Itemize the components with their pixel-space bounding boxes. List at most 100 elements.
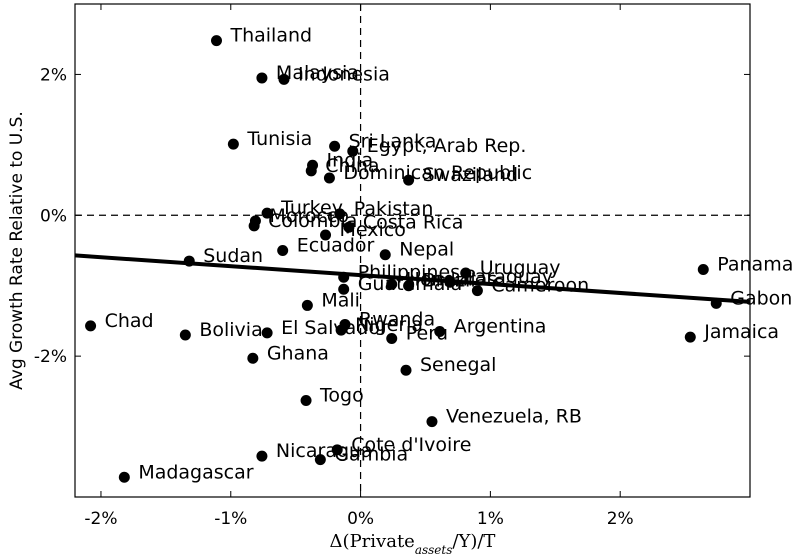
data-points [85,35,722,483]
data-point [305,165,317,177]
data-point [684,331,696,343]
point-label: Rwanda [359,308,435,330]
data-point [335,324,347,336]
data-point [256,450,268,462]
x-axis-label: Δ(Privateassets/Y)/T [330,531,496,555]
data-point [386,278,398,290]
data-point [347,145,359,157]
point-label: Panama [717,254,793,276]
point-label: Swaziland [423,164,519,186]
point-label: Gabon [730,287,792,309]
point-label: Bolivia [199,319,262,341]
data-point [301,299,313,311]
point-label: Togo [319,385,364,407]
point-label: Gambia [334,444,408,466]
point-label: Mali [321,289,360,311]
x-axis-label-main: Δ(Private [330,531,415,552]
point-label: Morocco [269,205,349,227]
point-label: Cameroon [491,275,589,297]
data-point [320,229,332,241]
point-label: Guatemala [358,273,463,295]
y-tick-label: -2% [34,347,67,367]
data-point [697,264,709,276]
point-label: Jamaica [703,321,779,343]
data-point [247,352,259,364]
data-point [400,364,412,376]
point-label: Nicaragua [276,440,373,462]
point-label: Venezuela, RB [446,406,582,428]
data-point [323,172,335,184]
x-tick-label: 2% [607,509,634,529]
point-label: Peru [406,323,448,345]
point-label: Sudan [203,245,263,267]
point-label: Paraguay [464,266,553,288]
data-point [338,283,350,295]
point-label: Sri Lanka [349,130,437,152]
data-point [343,221,355,233]
data-point [331,444,343,456]
point-label: Tunisia [246,128,312,150]
data-point [444,276,456,288]
point-label: El Salvador [281,317,388,339]
data-point [261,327,273,339]
data-point [277,245,289,256]
data-point [300,395,312,407]
data-point [329,140,341,152]
data-point [460,267,472,279]
x-axis-label-tail: /Y)/T [452,531,495,552]
point-label: Ghana [267,342,329,364]
point-label: Mexico [340,219,406,241]
point-label: Nigeria [355,314,423,336]
data-point [379,249,391,261]
data-point [710,297,722,309]
x-tick-label: 0% [347,509,374,529]
point-label: China [325,155,379,177]
data-point [85,320,97,332]
point-label: Pakistan [354,198,434,220]
data-point [261,207,273,219]
point-label: Argentina [454,315,547,337]
x-tick-label: 1% [477,509,504,529]
data-point [179,329,191,341]
data-point [334,208,346,220]
point-label: India [327,149,374,171]
axis-ticks: -2% -1% 0% 1% 2% 2% 0% -2% [34,4,750,529]
point-label: Thailand [229,25,312,47]
data-point [403,280,415,292]
data-point [386,333,398,345]
point-label: Turkey [280,197,343,219]
plot-area-frame [74,3,751,498]
data-point [210,35,222,47]
data-point [227,138,239,150]
point-label: Honduras [406,268,497,290]
data-point [338,271,350,283]
data-point [278,73,290,85]
point-label: Philippines [358,261,460,283]
point-label: Nepal [399,239,454,261]
point-label: Chad [105,310,154,332]
point-label: Dominican Republic [343,162,532,184]
data-point [403,174,415,186]
x-tick-label: -1% [214,509,247,529]
data-point [426,416,438,428]
y-tick-label: 0% [40,206,67,226]
y-tick-label: 2% [40,65,67,85]
point-label: Costa Rica [363,211,464,233]
data-point [471,285,483,297]
point-label: Ecuador [297,235,375,257]
point-label: Cote d'Ivoire [351,434,471,456]
point-label: Indonesia [298,63,390,85]
data-point [434,325,446,337]
data-point [118,471,130,483]
point-label: Egypt, Arab Rep. [367,135,527,157]
point-label: Uruguay [480,257,561,279]
data-point [256,72,268,84]
point-label: Brazil [423,270,476,292]
x-axis-label-subscript: assets [415,543,453,555]
y-axis-label: Avg Growth Rate Relative to U.S. [7,111,27,390]
point-label: Madagascar [138,461,253,483]
point-label: Malaysia [276,62,359,84]
x-tick-label: -2% [84,509,117,529]
